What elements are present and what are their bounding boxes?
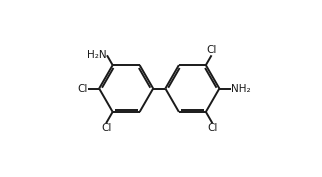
Text: Cl: Cl [206, 45, 217, 55]
Text: H₂N: H₂N [87, 50, 107, 60]
Text: Cl: Cl [101, 123, 111, 133]
Text: Cl: Cl [78, 84, 88, 93]
Text: Cl: Cl [207, 123, 218, 133]
Text: NH₂: NH₂ [231, 84, 250, 93]
